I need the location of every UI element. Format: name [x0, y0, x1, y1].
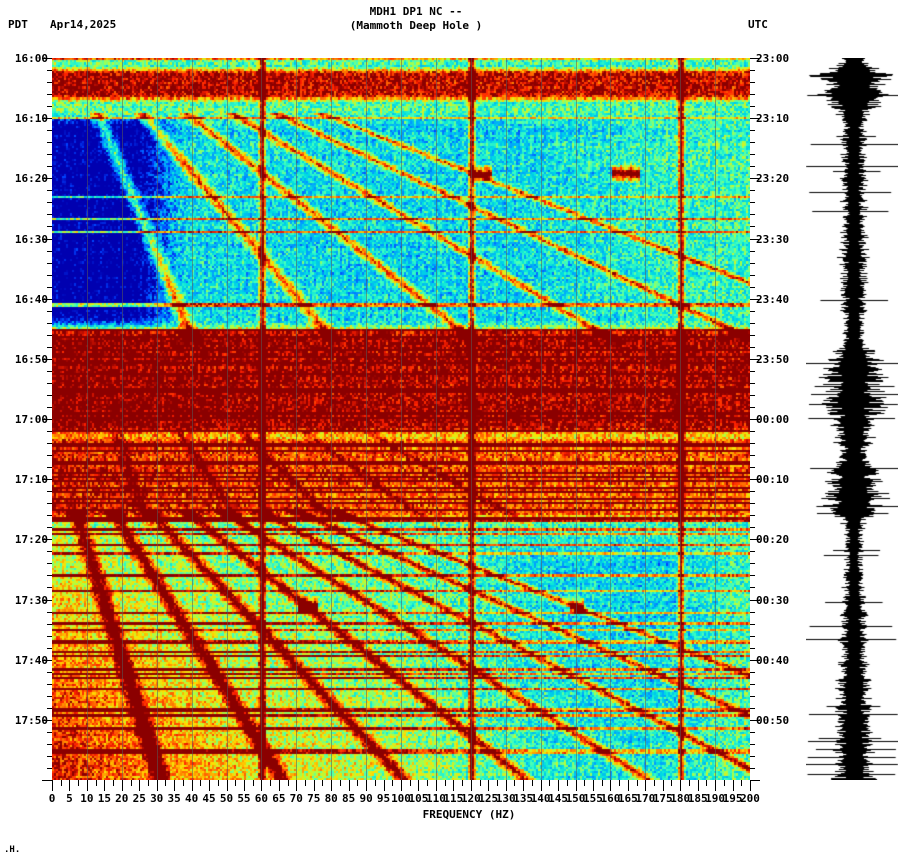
frequency-label-18: 90	[359, 792, 373, 805]
time-label-local-4: 16:40	[14, 292, 48, 306]
frequency-label-23: 115	[443, 792, 464, 805]
station-title-line2: (Mammoth Deep Hole )	[349, 19, 483, 32]
frequency-label-40: 200	[740, 792, 760, 805]
spectrogram-plot[interactable]	[52, 58, 750, 780]
frequency-label-0: 0	[48, 792, 56, 805]
frequency-label-11: 55	[237, 792, 251, 805]
frequency-label-35: 175	[652, 792, 673, 805]
seismogram-trace[interactable]	[806, 58, 898, 780]
frequency-label-29: 145	[548, 792, 568, 805]
frequency-label-37: 185	[687, 792, 708, 805]
frequency-label-3: 15	[97, 792, 111, 805]
spectrogram-canvas	[52, 58, 750, 780]
seismogram-canvas	[806, 58, 898, 780]
time-label-local-8: 17:20	[14, 533, 48, 547]
time-axis-ticks-left	[42, 58, 52, 781]
frequency-label-14: 70	[289, 792, 303, 805]
frequency-label-12: 60	[254, 792, 269, 805]
frequency-label-4: 20	[115, 792, 129, 805]
station-title-line1: MDH1 DP1 NC --	[369, 5, 463, 18]
timezone-label-left: PDT	[8, 18, 28, 31]
time-label-local-3: 16:30	[14, 232, 48, 246]
frequency-axis-ticks	[52, 780, 751, 792]
frequency-label-31: 155	[583, 792, 603, 805]
timezone-label-right: UTC	[748, 18, 768, 31]
time-label-local-5: 16:50	[14, 352, 48, 366]
frequency-label-17: 85	[342, 792, 356, 805]
time-label-utc-9: 00:30	[756, 593, 790, 607]
frequency-label-32: 160	[600, 792, 621, 805]
frequency-label-33: 165	[617, 792, 638, 805]
time-label-utc-2: 23:20	[756, 172, 790, 186]
frequency-label-30: 150	[565, 792, 586, 805]
frequency-label-21: 105	[408, 792, 429, 805]
time-label-utc-11: 00:50	[756, 713, 790, 727]
time-label-utc-10: 00:40	[756, 653, 790, 667]
frequency-label-16: 80	[324, 792, 338, 805]
frequency-label-27: 135	[513, 792, 534, 805]
frequency-label-2: 10	[80, 792, 94, 805]
frequency-label-25: 125	[478, 792, 499, 805]
time-label-local-9: 17:30	[14, 593, 48, 607]
frequency-label-39: 195	[722, 792, 743, 805]
time-label-local-1: 16:10	[14, 112, 48, 126]
time-label-utc-5: 23:50	[756, 352, 790, 366]
time-label-utc-0: 23:00	[756, 52, 790, 65]
frequency-label-7: 35	[167, 792, 181, 805]
frequency-label-34: 170	[635, 792, 656, 805]
frequency-label-38: 190	[705, 792, 726, 805]
time-label-local-6: 17:00	[14, 413, 48, 426]
time-label-local-10: 17:40	[14, 653, 48, 667]
time-label-utc-3: 23:30	[756, 232, 790, 246]
frequency-label-24: 120	[460, 792, 481, 805]
time-label-utc-7: 00:10	[756, 473, 790, 487]
time-axis-local: 16:00 16:10 16:20 16:30 16:40 16:50 17:00 17:10…	[0, 52, 48, 780]
frequency-axis-labels: 0 5 10 15 20 25 30 35 40 45 50 55 60 65 70 75 80 85 90 95 10…	[0, 792, 902, 808]
frequency-axis-title: FREQUENCY (HZ)	[422, 808, 516, 821]
frequency-label-28: 140	[530, 792, 551, 805]
frequency-label-13: 65	[272, 792, 286, 805]
frequency-label-36: 180	[670, 792, 691, 805]
frequency-label-1: 5	[66, 792, 73, 805]
time-label-local-0: 16:00	[14, 52, 48, 65]
time-label-utc-8: 00:20	[756, 533, 790, 547]
frequency-label-15: 75	[307, 792, 321, 805]
frequency-label-9: 45	[202, 792, 216, 805]
frequency-label-19: 95	[376, 792, 391, 805]
frequency-label-22: 110	[425, 792, 446, 805]
frequency-label-5: 25	[132, 792, 146, 805]
time-label-local-11: 17:50	[14, 713, 48, 727]
time-label-utc-6: 00:00	[756, 413, 790, 426]
frequency-label-8: 40	[184, 792, 199, 805]
frequency-label-6: 30	[150, 792, 164, 805]
time-label-utc-4: 23:40	[756, 292, 790, 306]
time-axis-utc: 23:00 23:10 23:20 23:30 23:40 23:50 00:00 00:10…	[756, 52, 816, 780]
frequency-label-10: 50	[219, 792, 234, 805]
time-label-local-7: 17:10	[14, 473, 48, 487]
frequency-label-26: 130	[495, 792, 516, 805]
time-label-local-2: 16:20	[14, 172, 48, 186]
date-label: Apr14,2025	[50, 18, 117, 31]
frequency-label-20: 100	[391, 792, 411, 805]
time-label-utc-1: 23:10	[756, 112, 790, 126]
time-axis-ticks-right	[750, 58, 760, 781]
corner-mark: .H.	[4, 845, 21, 855]
